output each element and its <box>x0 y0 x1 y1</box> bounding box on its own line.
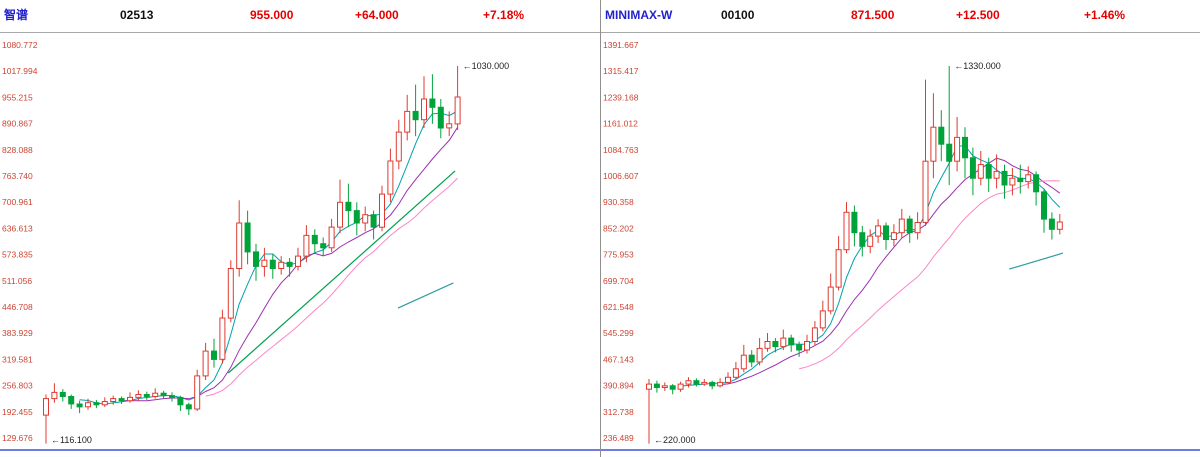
svg-text:699.704: 699.704 <box>603 276 634 286</box>
svg-text:1017.994: 1017.994 <box>2 66 38 76</box>
svg-text:390.894: 390.894 <box>603 381 634 391</box>
chart-panel-left: 智谱 02513 955.000 +64.000 +7.18% 1080.772… <box>0 0 600 457</box>
svg-text:319.581: 319.581 <box>2 354 33 364</box>
candles <box>646 66 1063 444</box>
svg-text:312.738: 312.738 <box>603 407 634 417</box>
stock-name: 智谱 <box>4 8 29 22</box>
price-change-pct: +1.46% <box>1084 8 1126 22</box>
svg-text:545.299: 545.299 <box>603 328 634 338</box>
plot-area: 1391.667 1315.417 1239.168 1161.012 1084.763… <box>601 32 1200 457</box>
svg-text:192.455: 192.455 <box>2 407 33 417</box>
svg-text:763.740: 763.740 <box>2 171 33 181</box>
chart-panel-right: MINIMAX-W 00100 871.500 +12.500 +1.46% 1… <box>600 0 1200 457</box>
svg-text:636.613: 636.613 <box>2 223 33 233</box>
stock-code: 00100 <box>721 8 755 22</box>
svg-text:1084.763: 1084.763 <box>603 145 639 155</box>
high-marker: ←1030.000 <box>463 61 510 71</box>
svg-text:383.929: 383.929 <box>2 328 33 338</box>
svg-text:129.676: 129.676 <box>2 433 33 443</box>
y-axis-labels: 1391.667 1315.417 1239.168 1161.012 1084.763… <box>603 40 639 443</box>
svg-text:511.056: 511.056 <box>2 276 32 286</box>
candlestick-chart-left[interactable]: 1080.772 1017.994 955.215 890.867 828.088 763… <box>0 33 600 457</box>
svg-text:446.708: 446.708 <box>2 302 33 312</box>
svg-text:1239.168: 1239.168 <box>603 92 639 102</box>
stock-name: MINIMAX-W <box>605 8 673 22</box>
svg-text:573.835: 573.835 <box>2 250 33 260</box>
svg-text:1391.667: 1391.667 <box>603 40 639 50</box>
candlestick-chart-right[interactable]: 1391.667 1315.417 1239.168 1161.012 1084.763… <box>601 33 1200 457</box>
low-marker: ←220.000 <box>654 435 696 445</box>
trend-lines <box>227 170 456 374</box>
chart-header: 智谱 02513 955.000 +64.000 +7.18% <box>0 0 600 32</box>
price-change-pct: +7.18% <box>483 8 525 22</box>
svg-text:256.803: 256.803 <box>2 381 33 391</box>
price-markers: ←1030.000 ←116.100 <box>51 61 509 445</box>
svg-text:930.358: 930.358 <box>603 197 634 207</box>
svg-text:955.215: 955.215 <box>2 92 33 102</box>
svg-text:467.143: 467.143 <box>603 354 634 364</box>
stock-code: 02513 <box>120 8 154 22</box>
candles <box>43 66 461 444</box>
last-price: 955.000 <box>250 8 294 22</box>
chart-header: MINIMAX-W 00100 871.500 +12.500 +1.46% <box>601 0 1200 32</box>
svg-text:621.548: 621.548 <box>603 302 634 312</box>
svg-text:890.867: 890.867 <box>2 119 33 129</box>
svg-text:828.088: 828.088 <box>2 145 33 155</box>
price-markers: ←1330.000 ←220.000 <box>654 61 1001 445</box>
last-price: 871.500 <box>851 8 895 22</box>
plot-area: 1080.772 1017.994 955.215 890.867 828.088 763… <box>0 32 600 457</box>
svg-text:852.202: 852.202 <box>603 223 634 233</box>
svg-text:775.953: 775.953 <box>603 250 634 260</box>
svg-text:700.961: 700.961 <box>2 197 33 207</box>
svg-text:1080.772: 1080.772 <box>2 40 38 50</box>
y-axis-labels: 1080.772 1017.994 955.215 890.867 828.088 763… <box>2 40 38 443</box>
price-change: +12.500 <box>956 8 1000 22</box>
high-marker: ←1330.000 <box>954 61 1001 71</box>
svg-text:1006.607: 1006.607 <box>603 171 639 181</box>
trend-lines <box>1009 252 1064 270</box>
low-marker: ←116.100 <box>51 435 92 445</box>
svg-text:1161.012: 1161.012 <box>603 119 638 129</box>
svg-text:236.489: 236.489 <box>603 433 634 443</box>
svg-text:1315.417: 1315.417 <box>603 66 639 76</box>
price-change: +64.000 <box>355 8 399 22</box>
